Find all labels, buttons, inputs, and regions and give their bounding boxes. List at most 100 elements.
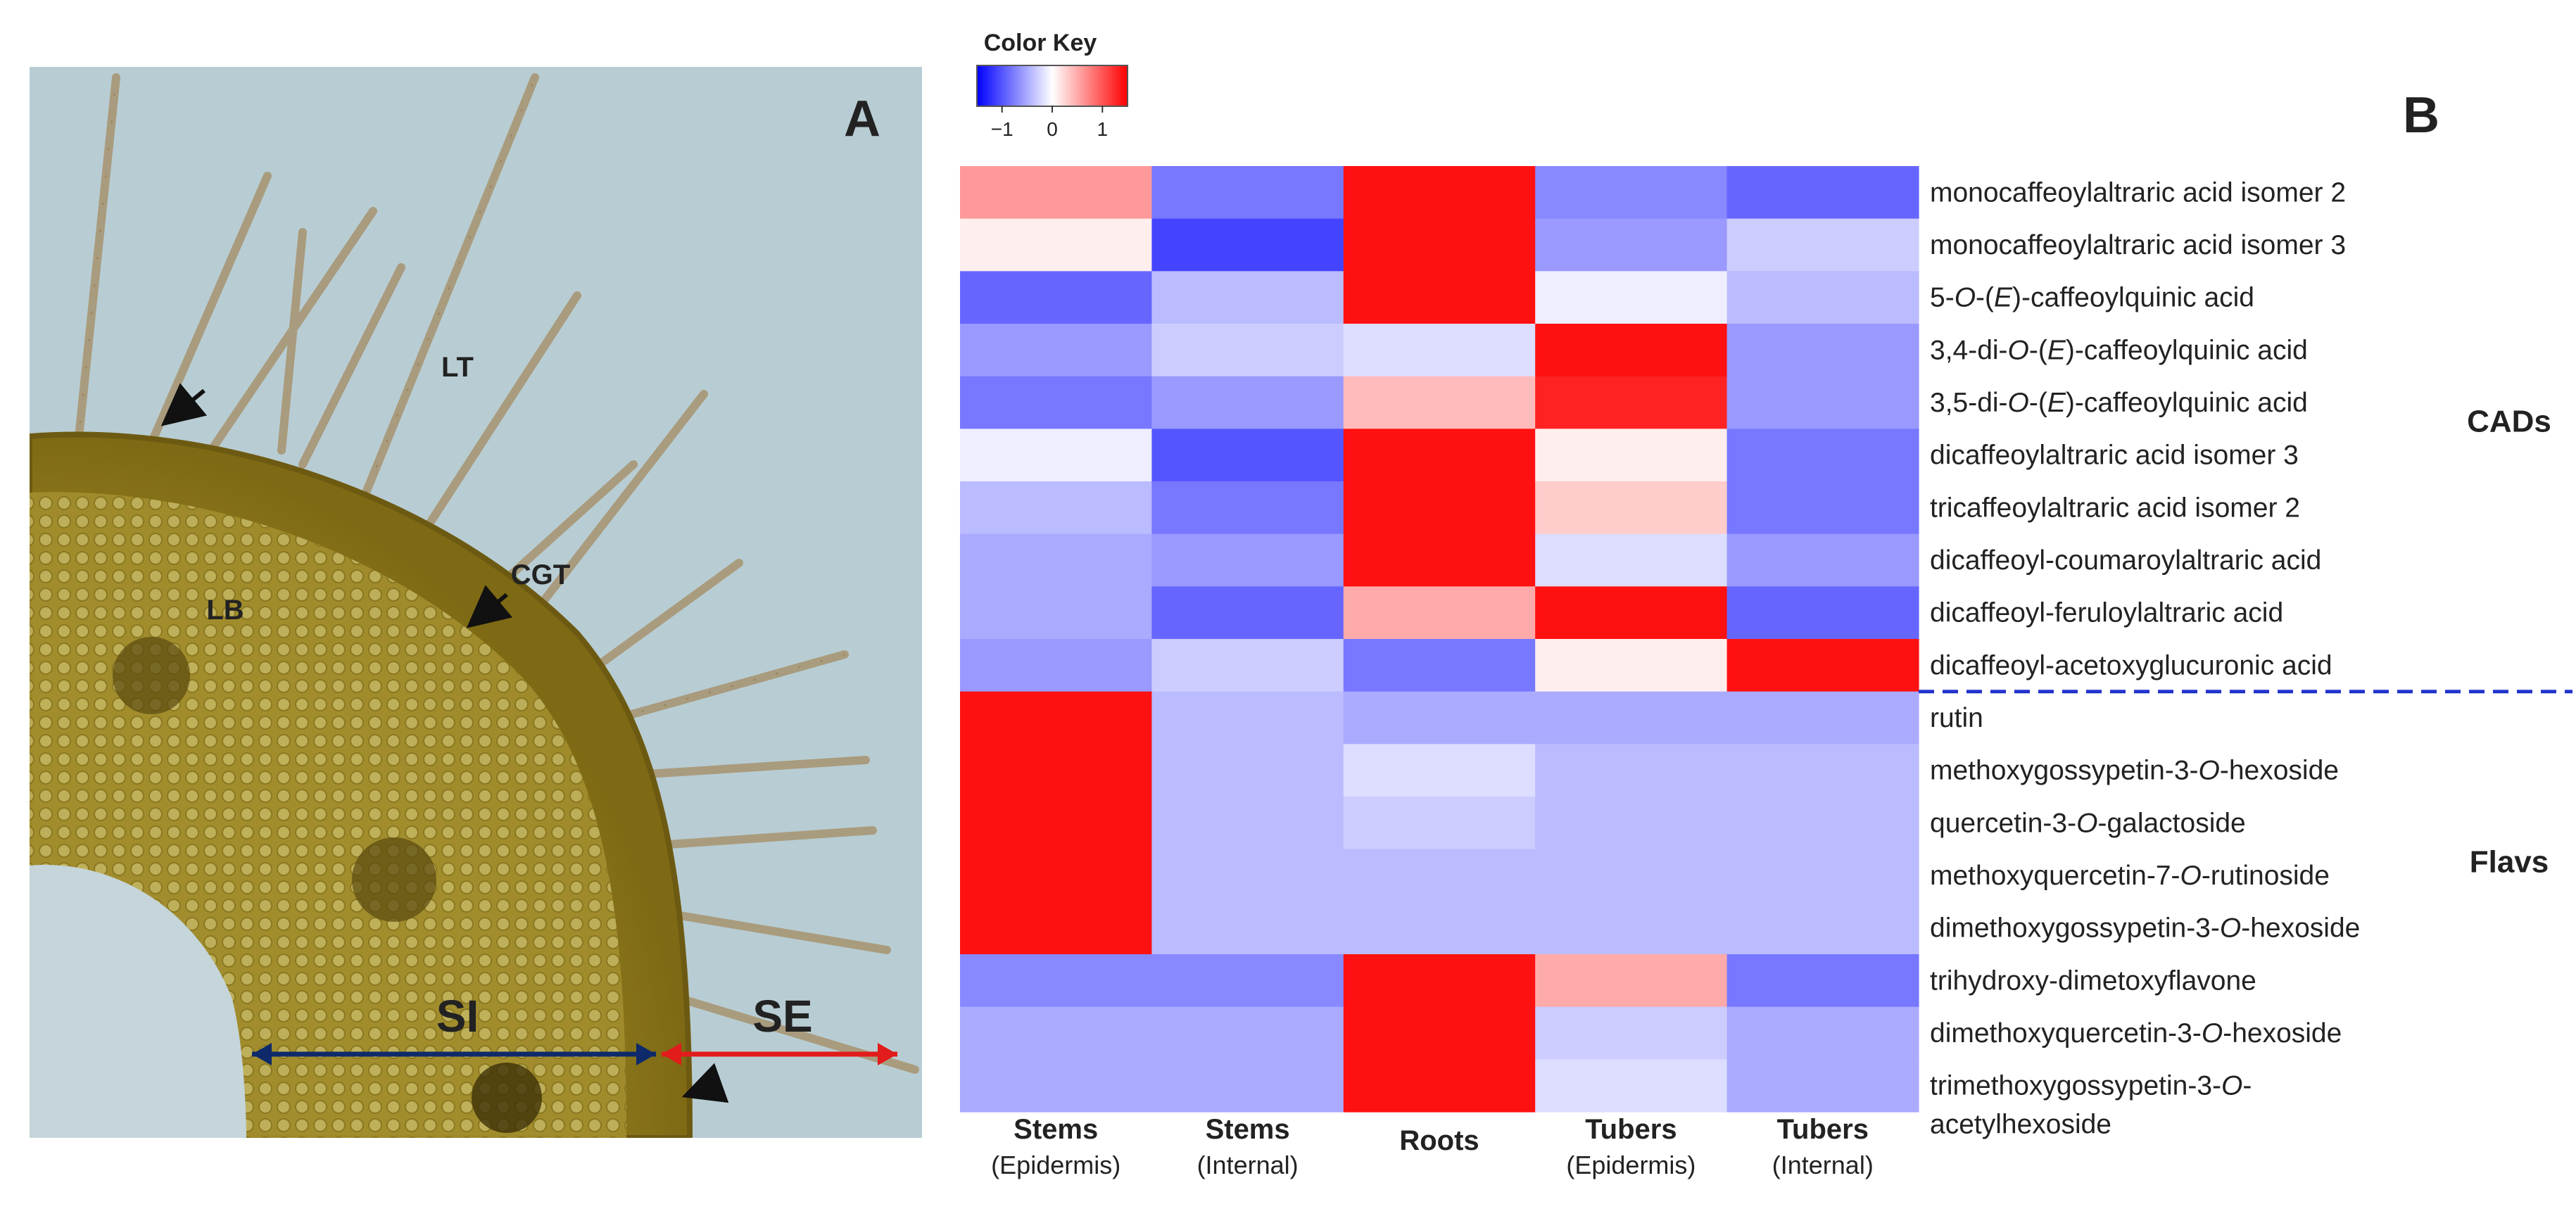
heatmap-cell [960, 1006, 1152, 1060]
heatmap-cell [1535, 797, 1728, 850]
heatmap-cell [1535, 218, 1728, 272]
label-cgt: CGT [511, 559, 570, 590]
heatmap-cell [960, 166, 1152, 220]
heatmap-cell [960, 849, 1152, 902]
color-key: Color Key −1 0 1 [976, 30, 1128, 140]
heatmap-cell [1151, 691, 1344, 745]
heatmap-cell [1726, 639, 1919, 692]
label-se: SE [752, 991, 812, 1041]
heatmap-cell [1343, 166, 1536, 220]
color-key-gradient [976, 65, 1128, 107]
vascular-bundle [472, 1063, 542, 1133]
panel-b-heatmap: B Color Key −1 0 1 monocaffeoylaltraric ac… [960, 30, 2572, 1179]
arrow-trichome [160, 383, 208, 426]
heatmap-cell [1535, 271, 1728, 324]
heatmap-cell [1535, 376, 1728, 429]
heatmap-cell [1343, 533, 1536, 587]
heatmap-cell [1726, 849, 1919, 902]
heatmap-cell [1726, 376, 1919, 429]
heatmap-cell [1535, 324, 1728, 377]
vascular-bundle [113, 637, 190, 714]
column-labels: Stems (Epidermis) Stems (Internal) Roots Tube… [991, 1114, 1874, 1179]
heatmap-cell [1726, 797, 1919, 850]
row-label: quercetin-3-O-galactoside [1930, 808, 2246, 838]
heatmap-cell [960, 586, 1152, 640]
heatmap-cell [1151, 166, 1344, 220]
heatmap-cell [1726, 1006, 1919, 1060]
heatmap-cell [1343, 324, 1536, 377]
heatmap-cell [1535, 166, 1728, 220]
column-label: Tubers [1585, 1114, 1677, 1145]
heatmap-cell [1535, 744, 1728, 797]
heatmap-cell [1535, 849, 1728, 902]
heatmap-cell [960, 429, 1152, 482]
se-measure [662, 1043, 897, 1065]
heatmap-cell [1726, 586, 1919, 640]
heatmap-cell [1535, 533, 1728, 587]
row-label: dimethoxygossypetin-3-O-hexoside [1930, 913, 2360, 944]
row-label: 3,5-di-O-(E)-caffeoylquinic acid [1930, 388, 2308, 418]
heatmap-cell [960, 901, 1152, 955]
column-sublabel: (Internal) [1197, 1151, 1299, 1179]
heatmap-cell [960, 691, 1152, 745]
heatmap-cell [960, 954, 1152, 1008]
heatmap-cell [1151, 901, 1344, 955]
group-label: Flavs [2470, 844, 2549, 879]
color-key-ticks: −1 0 1 [991, 106, 1108, 140]
heatmap-cell [1343, 1059, 1536, 1113]
heatmap-cell [1151, 1006, 1344, 1060]
column-label: Tubers [1777, 1114, 1869, 1145]
heatmap-cell [1151, 586, 1344, 640]
heatmap-cell [1535, 954, 1728, 1008]
heatmap-cell [1151, 481, 1344, 535]
column-sublabel: (Epidermis) [1566, 1151, 1696, 1179]
heatmap-cell [960, 481, 1152, 535]
arrow-cgt [466, 585, 513, 628]
color-key-tick-label: −1 [991, 118, 1014, 140]
color-key-tick-label: 1 [1097, 118, 1109, 140]
heatmap-cell [1151, 1059, 1344, 1113]
heatmap-cell [1726, 218, 1919, 272]
heatmap-cell [1343, 849, 1536, 902]
heatmap-cell [960, 271, 1152, 324]
row-label: 5-O-(E)-caffeoylquinic acid [1930, 283, 2254, 313]
row-label: tricaffeoylaltraric acid isomer 2 [1930, 493, 2300, 523]
heatmap-cell [1151, 429, 1344, 482]
label-si: SI [436, 991, 479, 1041]
heatmap-cell [1151, 324, 1344, 377]
heatmap-cell [1151, 797, 1344, 850]
column-label: Stems [1014, 1114, 1098, 1145]
heatmap-cell [1343, 901, 1536, 955]
heatmap-cell [1343, 744, 1536, 797]
row-label: dicaffeoyl-coumaroylaltraric acid [1930, 545, 2321, 576]
panel-b-letter: B [2403, 87, 2439, 144]
heatmap-cell [1535, 1006, 1728, 1060]
heatmap-cell [1535, 901, 1728, 955]
heatmap-cell [1343, 1006, 1536, 1060]
column-label: Stems [1206, 1114, 1290, 1145]
heatmap-cell [960, 639, 1152, 692]
group-label: CADs [2467, 404, 2551, 438]
heatmap-cell [960, 1059, 1152, 1113]
column-label: Roots [1399, 1125, 1479, 1156]
heatmap-cell [960, 324, 1152, 377]
heatmap-cell [960, 533, 1152, 587]
heatmap-cell [1343, 218, 1536, 272]
row-label: monocaffeoylaltraric acid isomer 2 [1930, 177, 2346, 208]
heatmap-cell [1343, 271, 1536, 324]
row-label: monocaffeoylaltraric acid isomer 3 [1930, 230, 2346, 260]
row-label-continuation: acetylhexoside [1930, 1110, 2111, 1140]
panel-a-letter: A [844, 91, 880, 147]
label-lb: LB [206, 595, 244, 626]
column-sublabel: (Internal) [1772, 1151, 1874, 1179]
heatmap-cell [960, 376, 1152, 429]
heatmap-cell [1343, 586, 1536, 640]
heatmap-cell [1535, 639, 1728, 692]
heatmap-cell [1151, 639, 1344, 692]
heatmap-cell [1726, 691, 1919, 745]
heatmap-cell [1726, 429, 1919, 482]
heatmap-cell [1343, 797, 1536, 850]
heatmap-cell [1726, 324, 1919, 377]
row-label: methoxyquercetin-7-O-rutinoside [1930, 861, 2330, 891]
row-label: methoxygossypetin-3-O-hexoside [1930, 756, 2339, 786]
